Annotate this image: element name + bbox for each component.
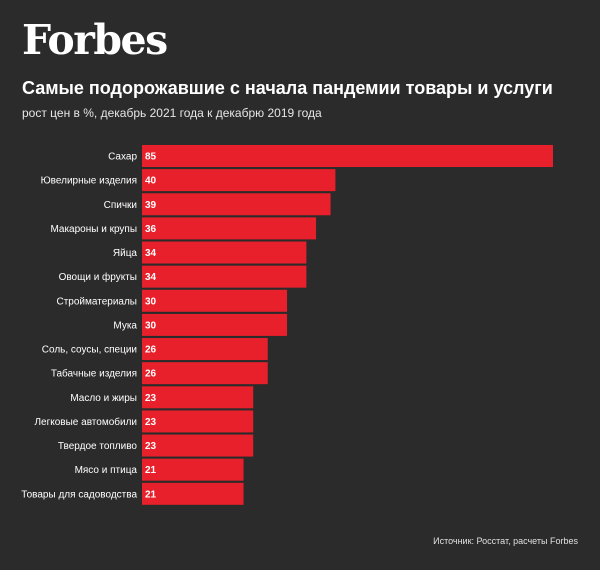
value-label: 21 — [145, 489, 157, 500]
value-label: 40 — [145, 176, 157, 187]
value-label: 34 — [145, 272, 157, 283]
value-label: 23 — [145, 393, 157, 404]
category-label: Твердое топливо — [58, 441, 138, 452]
value-label: 30 — [145, 296, 157, 307]
value-label: 23 — [145, 441, 157, 452]
source-note: Источник: Росстат, расчеты Forbes — [433, 536, 578, 546]
category-label: Мука — [113, 320, 137, 331]
bar — [142, 169, 336, 192]
category-label: Товары для садоводства — [21, 489, 137, 500]
value-label: 85 — [145, 152, 157, 163]
chart-subtitle: рост цен в %, декабрь 2021 года к декабр… — [22, 106, 322, 120]
bar — [142, 265, 307, 288]
bar — [142, 338, 268, 361]
category-label: Легковые автомобили — [34, 416, 137, 428]
bar — [142, 289, 288, 312]
category-label: Овощи и фрукты — [59, 271, 137, 283]
value-label: 21 — [145, 465, 157, 476]
bar — [142, 313, 288, 336]
category-label: Мясо и птица — [75, 465, 138, 476]
value-label: 23 — [145, 417, 157, 428]
forbes-logo: Forbes — [22, 16, 168, 64]
bar — [142, 193, 331, 216]
category-label: Соль, соусы, специи — [42, 345, 137, 356]
category-label: Спички — [104, 200, 137, 211]
category-label: Стройматериалы — [57, 296, 138, 307]
bar — [142, 434, 254, 457]
bar — [142, 362, 268, 385]
value-label: 39 — [145, 200, 157, 211]
category-label: Табачные изделия — [51, 368, 137, 380]
value-label: 30 — [145, 320, 157, 331]
category-label: Макароны и крупы — [50, 224, 137, 235]
category-label: Ювелирные изделия — [41, 176, 137, 187]
bar — [142, 217, 317, 240]
category-label: Сахар — [108, 152, 137, 163]
bar — [142, 410, 254, 433]
bar — [142, 386, 254, 409]
value-label: 26 — [145, 369, 157, 380]
category-label: Масло и жиры — [70, 393, 137, 404]
bar — [142, 241, 307, 264]
category-label: Яйца — [113, 248, 138, 259]
bar — [142, 145, 553, 167]
chart-title: Самые подорожавшие с начала пандемии тов… — [22, 78, 553, 98]
value-label: 26 — [145, 345, 157, 356]
bar — [142, 458, 244, 481]
bar — [142, 482, 244, 505]
value-label: 34 — [145, 248, 157, 259]
value-label: 36 — [145, 224, 157, 235]
